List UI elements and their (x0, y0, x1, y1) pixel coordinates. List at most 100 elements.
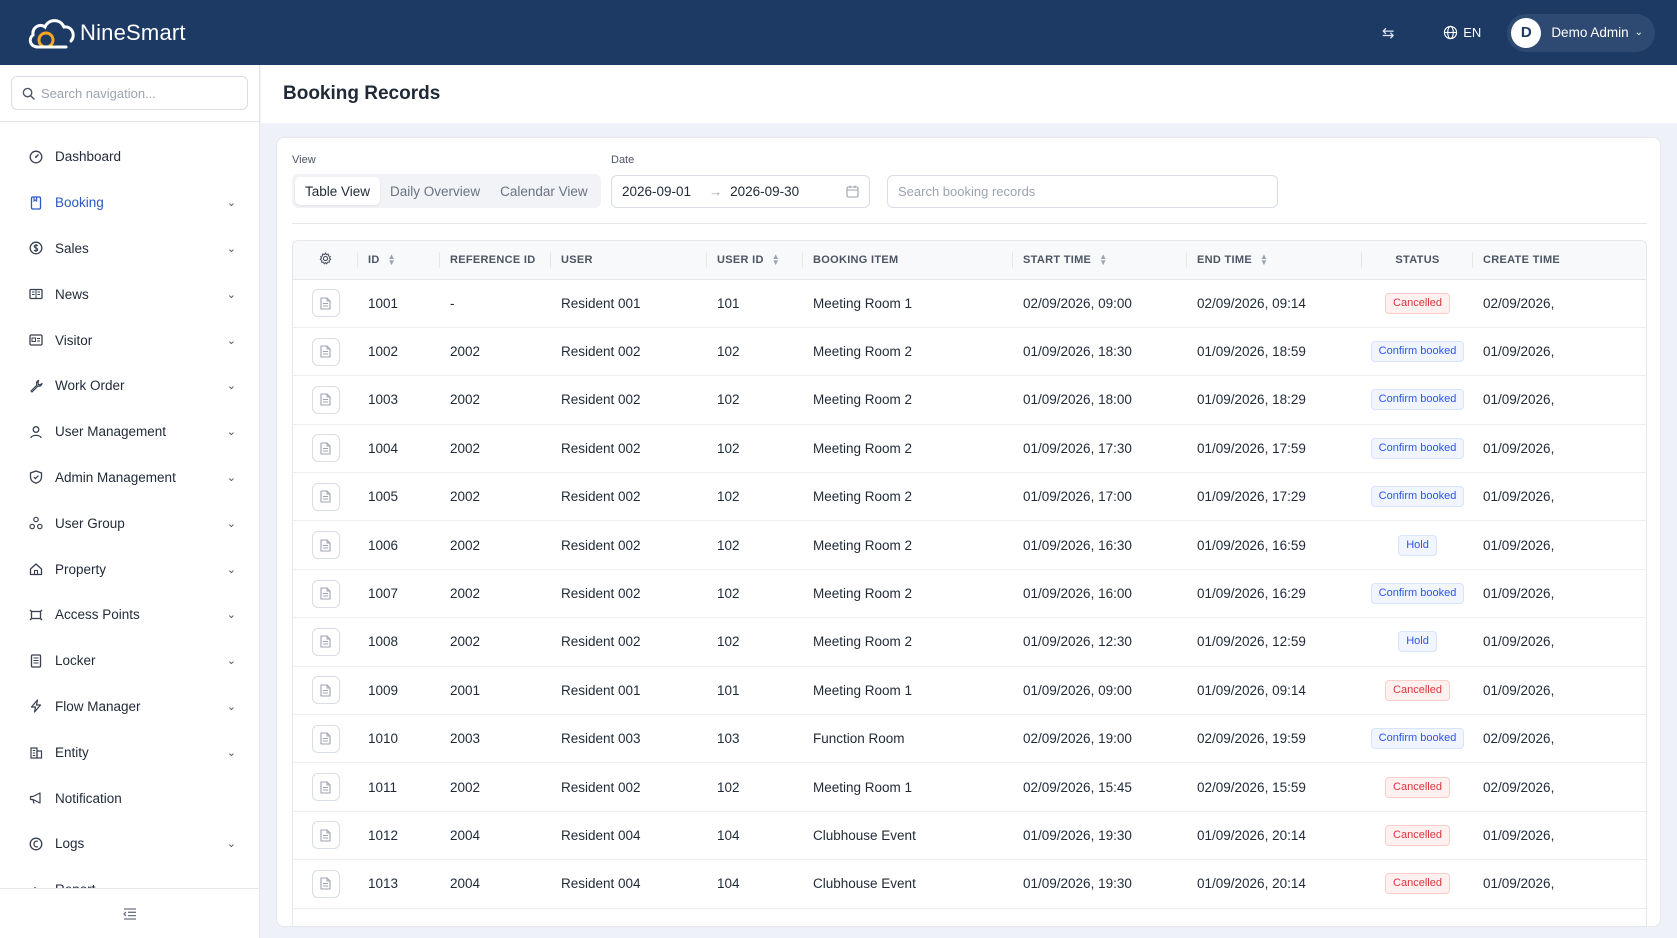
cell-end: 01/09/2026, 16:29 (1187, 569, 1362, 619)
chevron-down-icon[interactable]: ⌄ (226, 700, 236, 713)
column-header-label: CREATE TIME (1483, 253, 1561, 266)
view-document-button[interactable] (311, 676, 340, 705)
search-icon (22, 87, 35, 100)
chevron-down-icon[interactable]: ⌄ (226, 288, 236, 301)
view-option-calendar-view[interactable]: Calendar View (500, 183, 588, 199)
document-icon (320, 539, 331, 552)
sidebar-item-user-group[interactable]: User Group ⌄ (0, 500, 259, 546)
chevron-down-icon[interactable]: ⌄ (226, 242, 236, 255)
document-icon (320, 393, 331, 407)
sidebar-item-label: Entity (55, 744, 89, 760)
chevron-down-icon[interactable]: ⌄ (226, 380, 236, 393)
sort-icon[interactable]: ▲ ▼ (387, 251, 396, 267)
sort-icon[interactable]: ▲ ▼ (771, 251, 780, 267)
chevron-down-icon[interactable]: ⌄ (226, 334, 236, 347)
page-title: Booking Records (283, 83, 441, 104)
chevron-down-icon[interactable]: ⌄ (226, 197, 236, 210)
row-action-cell (293, 617, 358, 667)
view-document-button[interactable] (311, 531, 340, 560)
view-document-button[interactable] (311, 724, 340, 753)
collapse-sidebar-button[interactable] (0, 888, 259, 938)
page-header: Booking Records (261, 65, 1677, 123)
chevron-down-icon[interactable]: ⌄ (226, 563, 236, 576)
sidebar-item-admin-management[interactable]: Admin Management ⌄ (0, 455, 259, 501)
table-row: 1008 2002 Resident 002 102 Meeting Room 2 01/… (293, 617, 1646, 667)
cell-item: Meeting Room 2 (803, 472, 1013, 522)
cell-user: Resident 002 (551, 762, 707, 812)
sidebar-item-access-points[interactable]: Access Points ⌄ (0, 592, 259, 638)
cell-item: Meeting Room 2 (803, 617, 1013, 667)
cell-start: 01/09/2026, 17:00 (1013, 472, 1187, 522)
chevron-down-icon[interactable]: ⌄ (226, 609, 236, 622)
status-cell: Hold (1362, 520, 1473, 570)
cell-id: 1002 (358, 327, 440, 377)
view-document-button[interactable] (311, 869, 340, 898)
view-document-button[interactable] (311, 434, 340, 463)
sidebar-item-label: User Management (55, 424, 167, 440)
column-header-create-time: CREATE TIME (1473, 241, 1646, 280)
date-label: Date (611, 154, 635, 166)
view-document-button[interactable] (311, 773, 340, 802)
column-header-end-time[interactable]: END TIME ▲ ▼ (1187, 241, 1362, 280)
booking-search-input[interactable] (898, 184, 1267, 199)
cell-ref: 2003 (440, 714, 551, 764)
view-document-button[interactable] (311, 579, 340, 608)
divider (0, 121, 259, 122)
view-document-button[interactable] (311, 385, 340, 414)
sidebar-item-locker[interactable]: Locker ⌄ (0, 638, 259, 684)
sidebar-item-logs[interactable]: Logs ⌄ (0, 821, 259, 867)
cell-user: Resident 002 (551, 375, 707, 425)
date-start[interactable]: 2026-09-01 (622, 184, 692, 199)
chevron-down-icon[interactable]: ⌄ (226, 471, 236, 484)
view-document-button[interactable] (311, 482, 340, 511)
sidebar-item-flow-manager[interactable]: Flow Manager ⌄ (0, 684, 259, 730)
chevron-down-icon[interactable]: ⌄ (226, 517, 236, 530)
cell-user: Resident 001 (551, 279, 707, 328)
access-point-icon (29, 609, 43, 621)
sort-icon[interactable]: ▲ ▼ (1259, 251, 1269, 267)
sidebar-item-booking[interactable]: Booking ⌄ (0, 180, 259, 226)
column-header-id[interactable]: ID ▲ ▼ (358, 241, 440, 280)
cell-item: Meeting Room 2 (803, 569, 1013, 619)
booking-search (887, 175, 1278, 208)
view-option-daily-overview[interactable]: Daily Overview (390, 183, 481, 199)
chevron-down-icon[interactable]: ⌄ (226, 838, 236, 851)
sidebar-item-property[interactable]: Property ⌄ (0, 546, 259, 592)
column-header-start-time[interactable]: START TIME ▲ ▼ (1013, 241, 1187, 280)
nav-search-input[interactable] (41, 85, 241, 101)
sidebar-item-user-management[interactable]: User Management ⌄ (0, 409, 259, 455)
table-row: 1011 2002 Resident 002 102 Meeting Room 1 02/… (293, 762, 1646, 812)
cell-end: 01/09/2026, 20:14 (1187, 859, 1362, 909)
chevron-down-icon[interactable]: ⌄ (226, 655, 236, 668)
sidebar-item-visitor[interactable]: Visitor ⌄ (0, 317, 259, 363)
view-option-table-view[interactable]: Table View (295, 177, 381, 205)
chevron-down-icon[interactable]: ⌄ (226, 746, 236, 759)
cell-create: 02/09/2026, (1473, 279, 1646, 328)
cell-ref: 2004 (440, 811, 551, 861)
view-document-button[interactable] (311, 821, 340, 850)
sidebar-item-dashboard[interactable]: Dashboard (0, 134, 259, 180)
switch-icon[interactable]: ⇆ (1381, 24, 1395, 42)
date-end[interactable]: 2026-09-30 (730, 184, 800, 199)
sidebar-item-entity[interactable]: Entity ⌄ (0, 729, 259, 775)
sidebar-item-news[interactable]: News ⌄ (0, 271, 259, 317)
locker-icon (30, 654, 42, 668)
sort-icon[interactable]: ▲ ▼ (1099, 251, 1108, 267)
chevron-down-icon[interactable]: ⌄ (226, 426, 236, 439)
cell-ref: 2002 (440, 375, 551, 425)
view-document-button[interactable] (311, 337, 340, 366)
gear-icon[interactable] (319, 252, 332, 265)
cell-item: Function Room (803, 714, 1013, 764)
date-range-picker[interactable]: 2026-09-01 → 2026-09-30 (611, 175, 870, 208)
sidebar-item-work-order[interactable]: Work Order ⌄ (0, 363, 259, 409)
table-row: 1001- Resident 001 101 Meeting Room 1 02/09/… (293, 279, 1646, 328)
language-selector[interactable]: EN (1443, 25, 1481, 40)
view-document-button[interactable] (311, 627, 340, 656)
column-header-user-id[interactable]: USER ID ▲ ▼ (707, 241, 803, 280)
view-document-button[interactable] (311, 289, 340, 318)
sidebar-item-sales[interactable]: Sales ⌄ (0, 226, 259, 272)
cell-create: 01/09/2026, (1473, 569, 1646, 619)
brand-logo[interactable]: NineSmart (26, 0, 186, 65)
sidebar-item-notification[interactable]: Notification (0, 775, 259, 821)
user-menu[interactable]: D Demo Admin ⌄ (1507, 13, 1655, 52)
